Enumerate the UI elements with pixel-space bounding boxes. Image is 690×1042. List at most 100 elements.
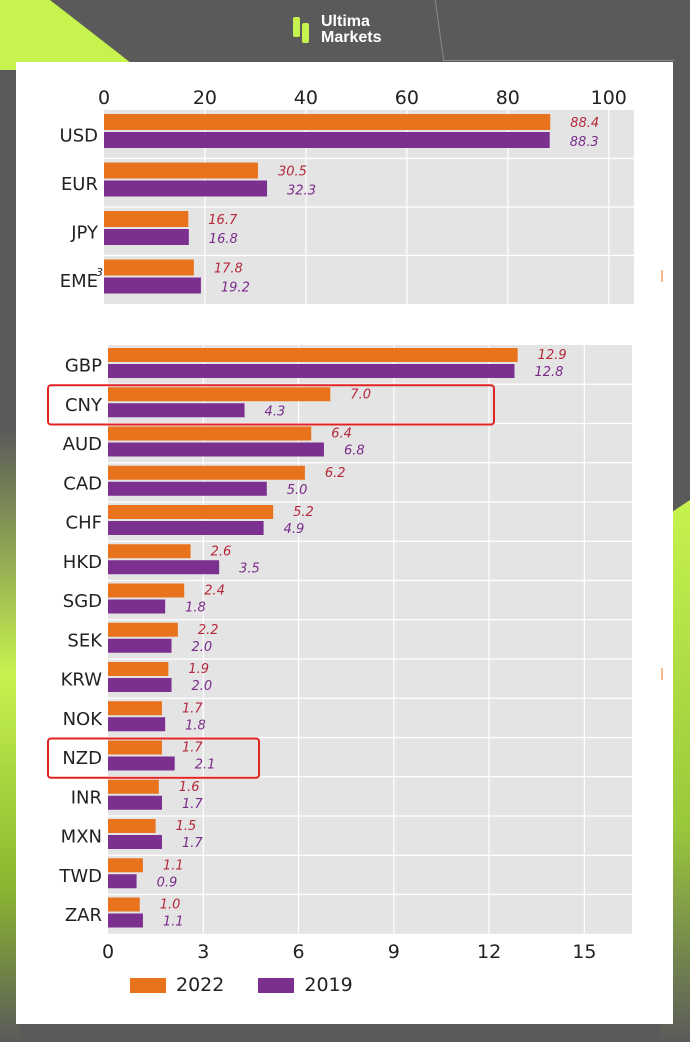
category-label: CAD [63,473,102,494]
bar-2022 [104,162,258,179]
data-label-2019: 1.8 [185,601,206,616]
category-label: EME [60,271,98,292]
legend-item-2019: 2019 [258,974,353,996]
bar-2019 [108,795,162,810]
data-label-2019: 1.7 [182,836,203,851]
x-tick-label: 100 [591,87,627,109]
x-tick-label: 0 [102,941,114,963]
bar-2022 [108,544,191,559]
data-label-2022: 1.5 [176,819,197,834]
legend-item-2022: 2022 [130,974,224,996]
bar-2019 [108,599,166,614]
bar-2022 [104,259,194,276]
bar-2022 [108,583,185,598]
x-tick-label: 9 [388,941,400,963]
data-label-2019: 2.1 [195,758,216,773]
bar-2022 [108,701,162,716]
data-label-2019: 5.0 [287,483,308,498]
bar-2019 [104,277,201,294]
category-label: NOK [63,709,104,730]
brand-name-line2: Markets [321,29,382,46]
highlight-box-nzd [47,737,260,779]
background-accent-left [0,430,20,1042]
data-label-2019: 1.7 [182,797,203,812]
x-tick-label: 15 [572,941,596,963]
x-tick-label: 20 [193,87,217,109]
category-label: INR [71,787,102,808]
category-label: CNY [65,395,103,416]
category-label: JPY [70,222,99,243]
bar-2022 [104,211,189,227]
category-label: ZAR [65,905,102,926]
x-tick-label: 80 [496,87,520,109]
data-label-2022: 6.4 [331,427,352,442]
category-label: GBP [65,356,102,377]
legend-swatch-2019 [258,977,295,993]
data-label-2022: 2.6 [211,544,232,559]
data-label-2019: 2.0 [192,679,213,694]
category-label: USD [60,125,98,146]
data-label-2022: 17.8 [214,262,243,277]
data-label-2019: 19.2 [221,281,250,296]
data-label-2019: 4.3 [265,404,286,419]
bar-2019 [108,442,324,457]
category-label: AUD [63,434,102,455]
brand-logo: Ultima Markets [291,14,381,46]
data-label-2019: 3.5 [239,561,260,576]
bar-2019 [108,481,267,496]
data-label-2022: 1.1 [163,858,184,873]
bar-2019 [108,560,220,575]
data-label-2022: 30.5 [278,165,307,180]
bar-2019 [108,403,245,418]
x-tick-label: 0 [98,87,110,109]
data-label-2022: 1.9 [188,662,209,677]
bar-2019 [108,364,515,378]
x-tick-label: 12 [477,941,501,963]
bar-2019 [108,678,172,692]
data-label-2022: 1.6 [179,780,200,795]
category-label: TWD [58,866,102,887]
bar-2022 [108,779,159,794]
data-label-2019: 12.8 [534,365,563,380]
bar-2022 [108,819,156,833]
bar-2019 [108,874,137,889]
bar-2019 [108,835,162,849]
bar-2022 [108,662,169,676]
data-label-2019: 16.8 [209,232,238,247]
data-label-2022: 1.7 [182,701,203,716]
bar-2019 [104,229,189,245]
data-label-2022: 1.7 [182,741,203,756]
bar-2022 [108,348,518,362]
data-label-2022: 16.7 [208,213,238,228]
bar-2019 [108,756,175,771]
bar-2022 [108,465,305,480]
highlight-box-cny [47,384,495,426]
bar-2022 [108,740,162,755]
category-label: MXN [61,827,102,848]
data-label-2019: 6.8 [344,444,365,459]
bar-2019 [108,521,264,535]
x-tick-label: 60 [395,87,419,109]
bar-2022 [108,897,140,912]
data-label-2019: 2.0 [192,640,213,655]
bar-2019 [108,638,172,653]
data-label-2022: 2.2 [198,623,219,638]
category-label: EUR [61,174,98,195]
category-superscript: 3 [96,266,103,279]
chart-legend: 2022 2019 [130,974,353,996]
bar-2019 [108,913,143,928]
brand-logo-icon [291,15,313,45]
data-label-2022: 12.9 [538,348,567,363]
category-label: KRW [61,670,103,691]
bar-2019 [104,180,268,197]
bar-2019 [108,717,166,732]
bar-2022 [108,858,143,873]
data-label-2022: 7.0 [350,387,371,402]
category-label: SEK [67,630,103,651]
data-label-2019: 32.3 [287,184,316,199]
data-label-2019: 0.9 [157,875,178,890]
x-tick-label: 6 [292,941,304,963]
data-label-2022: 1.0 [160,898,181,913]
bar-2022 [108,387,331,402]
